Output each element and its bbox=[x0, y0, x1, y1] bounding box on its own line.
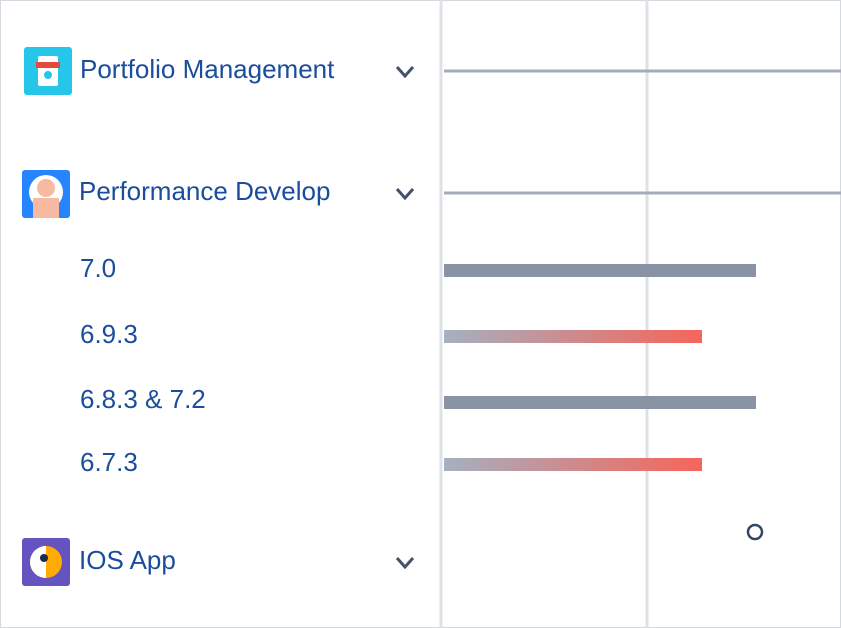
milestone[interactable] bbox=[746, 523, 764, 541]
project-row[interactable]: Portfolio Management bbox=[24, 47, 415, 95]
expand-chevron[interactable] bbox=[395, 557, 415, 570]
icon-detail bbox=[30, 546, 46, 578]
project-name: IOS App bbox=[79, 545, 176, 575]
icon-detail bbox=[36, 62, 60, 68]
project-name: Portfolio Management bbox=[80, 54, 335, 84]
release-bar bbox=[444, 396, 756, 409]
release-bar bbox=[444, 458, 702, 471]
release-name[interactable]: 6.8.3 & 7.2 bbox=[80, 384, 206, 414]
project-row[interactable]: IOS App bbox=[22, 538, 415, 586]
project-name: Performance Develop bbox=[79, 176, 330, 206]
release-bar bbox=[444, 330, 702, 343]
icon-detail bbox=[40, 554, 48, 562]
release-name[interactable]: 6.9.3 bbox=[80, 319, 138, 349]
icon-detail bbox=[44, 71, 52, 79]
release-bar bbox=[444, 264, 756, 277]
expand-chevron[interactable] bbox=[395, 66, 415, 79]
release-name[interactable]: 6.7.3 bbox=[80, 447, 138, 477]
icon-detail bbox=[33, 198, 59, 218]
project-row[interactable]: Performance Develop bbox=[22, 170, 415, 218]
icon-detail bbox=[37, 179, 55, 197]
expand-chevron[interactable] bbox=[395, 188, 415, 201]
release-name[interactable]: 7.0 bbox=[80, 253, 116, 283]
